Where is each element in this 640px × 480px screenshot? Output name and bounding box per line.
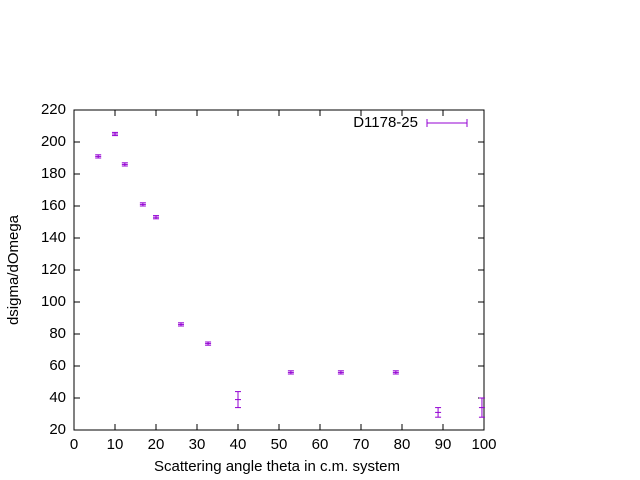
y-tick-label: 200 (41, 133, 66, 150)
y-tick-label: 220 (41, 101, 66, 118)
x-tick-label: 10 (107, 436, 124, 453)
x-axis-label: Scattering angle theta in c.m. system (154, 458, 400, 475)
x-tick-label: 70 (353, 436, 370, 453)
y-tick-label: 180 (41, 165, 66, 182)
y-tick-label: 100 (41, 293, 66, 310)
error-point (95, 154, 102, 159)
error-point (235, 391, 241, 409)
y-tick-label: 80 (49, 325, 66, 342)
error-point (139, 202, 146, 207)
x-tick-label: 0 (70, 436, 78, 453)
x-tick-label: 60 (312, 436, 329, 453)
x-tick-label: 40 (230, 436, 247, 453)
x-tick-label: 20 (148, 436, 165, 453)
error-point (178, 322, 185, 327)
error-point (337, 370, 344, 375)
error-point (153, 215, 159, 220)
y-tick-label: 20 (49, 421, 66, 438)
x-tick-label: 80 (394, 436, 411, 453)
x-tick-label: 90 (435, 436, 452, 453)
y-axis-label: dsigma/dOmega (5, 214, 22, 325)
legend-label: D1178-25 (353, 114, 418, 131)
error-point (205, 341, 212, 346)
x-tick-label: 100 (471, 436, 496, 453)
y-tick-label: 40 (49, 389, 66, 406)
error-point (287, 370, 294, 375)
y-tick-label: 120 (41, 261, 66, 278)
error-point (112, 131, 118, 137)
x-tick-label: 50 (271, 436, 288, 453)
y-tick-label: 140 (41, 229, 66, 246)
y-tick-label: 60 (49, 357, 66, 374)
error-point (392, 370, 399, 375)
error-point (121, 162, 128, 167)
x-tick-label: 30 (189, 436, 206, 453)
y-tick-label: 160 (41, 197, 66, 214)
error-point (435, 407, 442, 418)
error-point (478, 397, 485, 418)
plot-border (73, 109, 485, 431)
